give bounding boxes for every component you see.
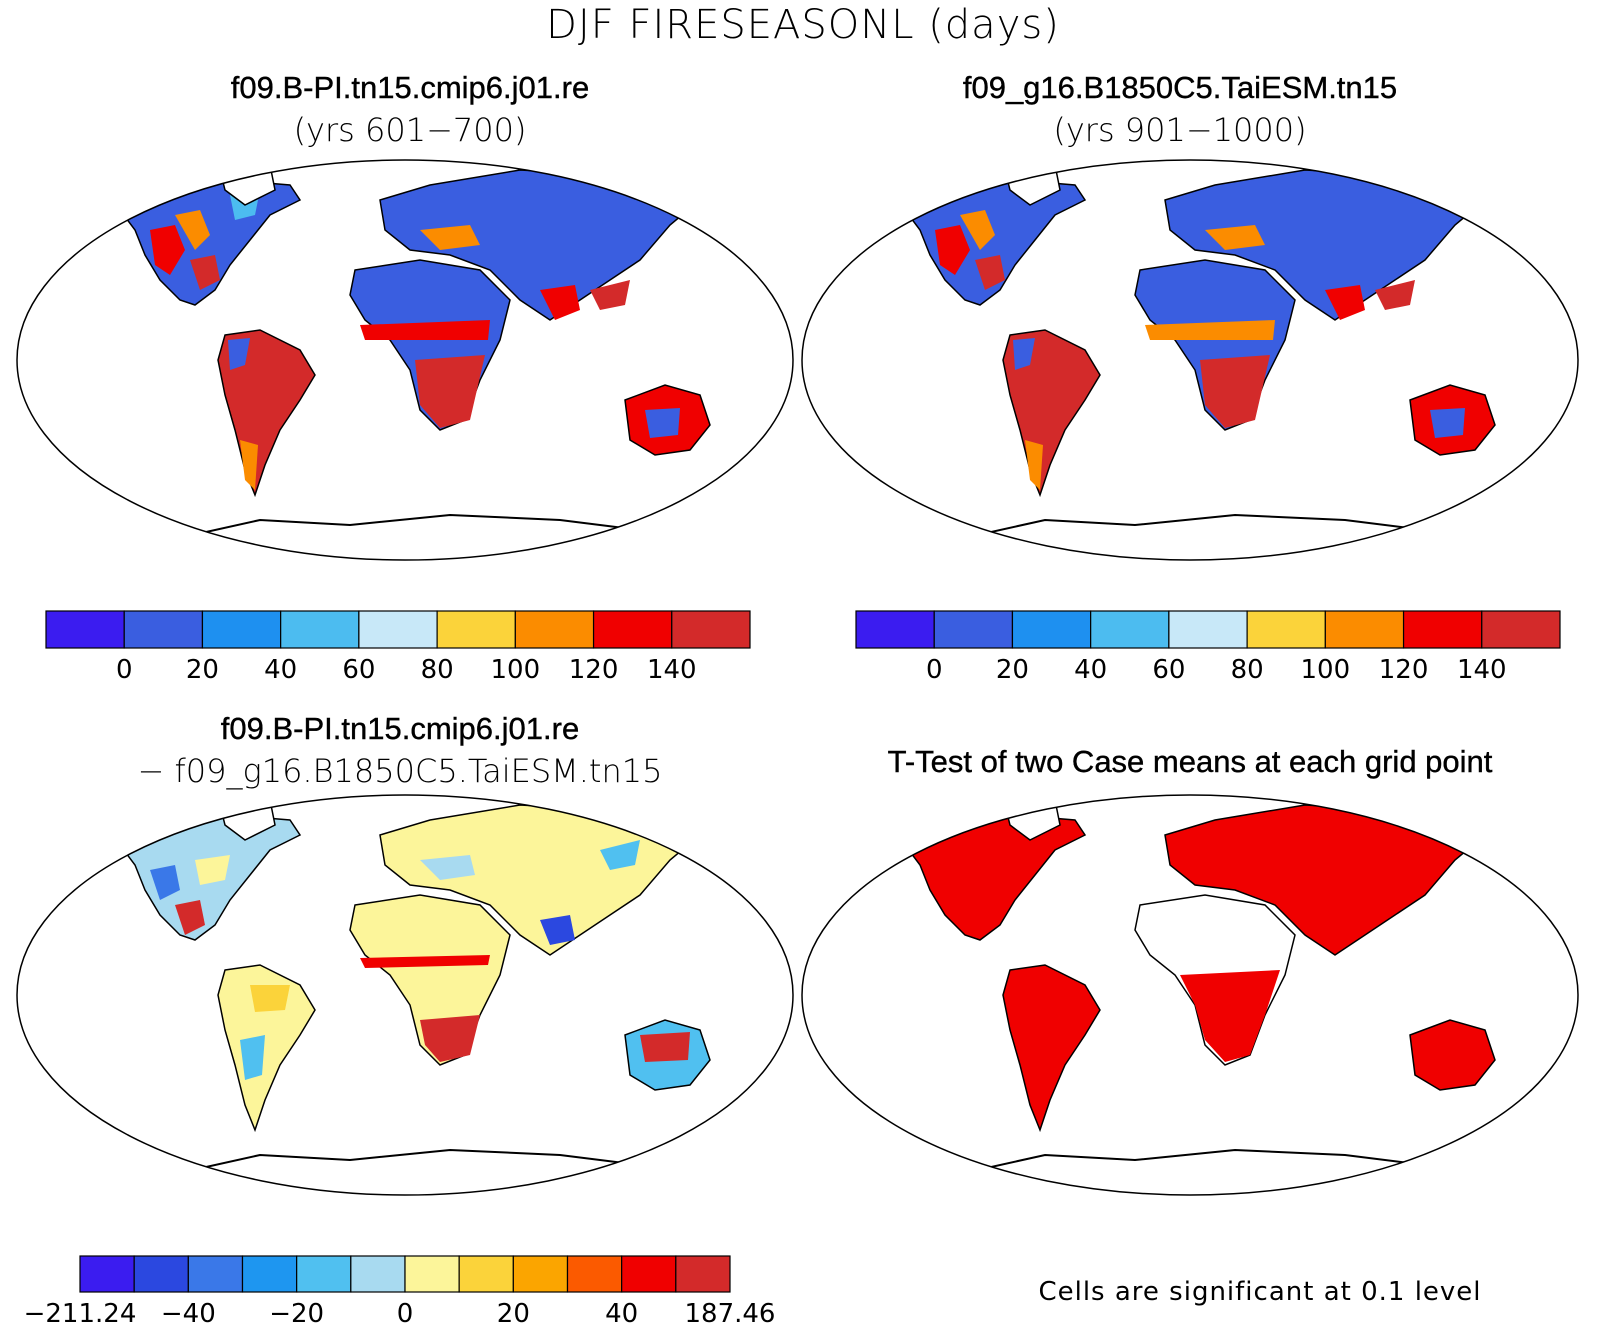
- colorbar-diff-tick-label: −211.24: [24, 1299, 137, 1327]
- significance-note: Cells are significant at 0.1 level: [1038, 1277, 1482, 1307]
- colorbar-case1-tick-label: 80: [421, 655, 454, 685]
- colorbar-case2-tick-label: 80: [1231, 655, 1264, 685]
- colorbar-diff-swatch: [296, 1255, 352, 1293]
- colorbar-case1-tick-label: 20: [186, 655, 219, 685]
- colorbar-diff-tick-label: 0: [397, 1299, 414, 1327]
- colorbar-diff-swatch: [458, 1255, 514, 1293]
- colorbar-case2-tick-label: 140: [1457, 655, 1507, 685]
- colorbar-case1-swatch: [45, 610, 125, 649]
- map-case2-fill: [802, 160, 1578, 560]
- colorbar-case2-swatch: [1481, 610, 1561, 649]
- map-ttest-fill: [802, 795, 1578, 1195]
- colorbar-case1-swatch: [280, 610, 360, 649]
- colorbar-case2-swatch: [1246, 610, 1326, 649]
- colorbar-diff-tick-label: −40: [161, 1299, 216, 1327]
- colorbar-case2: 0 20 40 60 80 100 120 140: [855, 610, 1561, 685]
- colorbar-case2-swatch: [1324, 610, 1405, 649]
- colorbar-diff-swatch: [79, 1255, 135, 1293]
- colorbar-case1-swatch: [201, 610, 282, 649]
- colorbar-case1-tick-label: 0: [116, 655, 133, 685]
- colorbar-diff-swatch: [621, 1255, 677, 1293]
- colorbar-case1-tick-label: 120: [569, 655, 619, 685]
- panel-subtitle-case1: (yrs 601−700): [293, 111, 527, 149]
- colorbar-case2-swatch: [933, 610, 1014, 649]
- colorbar-case2-swatch: [1168, 610, 1248, 649]
- panel-title-diff: f09.B-PI.tn15.cmip6.j01.re: [220, 711, 580, 746]
- colorbar-diff-swatch: [512, 1255, 569, 1293]
- colorbar-case2-tick-label: 60: [1152, 655, 1185, 685]
- colorbar-case2-swatch: [1402, 610, 1483, 649]
- colorbar-case1-swatch: [436, 610, 516, 649]
- colorbar-case2-tick-label: 100: [1301, 655, 1351, 685]
- colorbar-case1-tick-label: 100: [491, 655, 541, 685]
- colorbar-diff-swatch: [566, 1255, 623, 1293]
- colorbar-diff-tick-label: 20: [497, 1299, 530, 1327]
- colorbar-case2-swatch: [855, 610, 935, 649]
- colorbar-case2-tick-label: 120: [1379, 655, 1429, 685]
- panel-title-case2: f09_g16.B1850C5.TaiESM.tn15: [962, 70, 1398, 105]
- colorbar-diff-swatch: [241, 1255, 298, 1293]
- colorbar-diff-swatch: [404, 1255, 460, 1293]
- colorbar-case2-swatch: [1011, 610, 1092, 649]
- colorbar-case2-tick-label: 40: [1074, 655, 1107, 685]
- colorbar-case1-swatch: [358, 610, 438, 649]
- panel-subtitle-case2: (yrs 901−1000): [1053, 111, 1307, 149]
- colorbar-diff-swatch: [350, 1255, 406, 1293]
- colorbar-case2-swatch: [1090, 610, 1170, 649]
- colorbar-diff-tick-label: −20: [269, 1299, 324, 1327]
- map-diff-fill: [17, 795, 793, 1195]
- figure-title: DJF FIRESEASONL (days): [546, 2, 1060, 48]
- colorbar-case2-tick-label: 20: [996, 655, 1029, 685]
- colorbar-case1-swatch: [592, 610, 673, 649]
- colorbar-diff-swatch: [187, 1255, 244, 1293]
- colorbar-case1-tick-label: 140: [647, 655, 697, 685]
- map-case1-fill: [17, 160, 793, 560]
- panel-subtitle-diff: − f09_g16.B1850C5.TaiESM.tn15: [137, 752, 663, 790]
- colorbar-diff-swatch: [133, 1255, 189, 1293]
- colorbar-case1-swatch: [123, 610, 204, 649]
- colorbar-case1: 0 20 40 60 80 100 120 140: [45, 610, 751, 685]
- panel-title-ttest: T-Test of two Case means at each grid po…: [887, 744, 1493, 779]
- colorbar-case2-tick-label: 0: [926, 655, 943, 685]
- colorbar-diff-swatch: [675, 1255, 731, 1293]
- colorbar-diff-tick-label: 40: [605, 1299, 638, 1327]
- colorbar-diff-tick-label: 187.46: [685, 1299, 776, 1327]
- colorbar-case1-swatch: [514, 610, 595, 649]
- colorbar-diff: −211.24 −40 −20 0 20 40 187.46: [24, 1255, 776, 1327]
- colorbar-case1-swatch: [671, 610, 751, 649]
- colorbar-case1-tick-label: 60: [342, 655, 375, 685]
- panel-title-case1: f09.B-PI.tn15.cmip6.j01.re: [230, 70, 590, 105]
- colorbar-case1-tick-label: 40: [264, 655, 297, 685]
